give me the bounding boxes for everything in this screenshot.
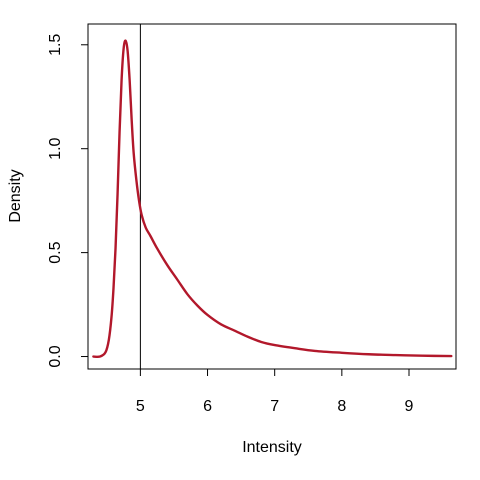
x-tick-label: 5 — [136, 398, 145, 415]
y-axis: 0.0 0.5 1.0 1.5 — [47, 34, 89, 368]
y-tick-label: 0.0 — [47, 345, 64, 367]
x-tick-label: 7 — [270, 398, 279, 415]
y-axis-title: Density — [7, 169, 24, 222]
x-tick-label: 6 — [203, 398, 212, 415]
density-curve — [92, 39, 453, 359]
x-axis: 5 6 7 8 9 — [136, 368, 414, 415]
x-tick-label: 9 — [405, 398, 414, 415]
x-axis-title: Intensity — [242, 439, 302, 456]
y-tick-label: 0.5 — [47, 241, 64, 263]
y-tick-label: 1.0 — [47, 137, 64, 159]
y-tick-label: 1.5 — [47, 34, 64, 56]
x-tick-label: 8 — [337, 398, 346, 415]
